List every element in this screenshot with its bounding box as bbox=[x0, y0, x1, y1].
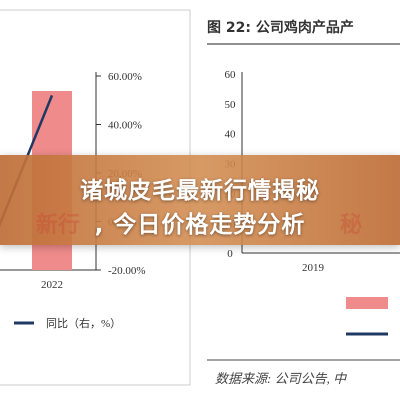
y-axis-tick-label: 40 bbox=[225, 129, 237, 141]
banner-ghost-text-left: 新行 bbox=[36, 213, 81, 238]
headline-line-1: 诸城皮毛最新行情揭秘 bbox=[80, 178, 320, 204]
y-axis-tick-label: 50 bbox=[225, 99, 237, 111]
banner-ghost-text-right: 秘 bbox=[340, 213, 363, 238]
headline-line-2: , 今日价格走势分析 bbox=[94, 212, 306, 238]
source-note: 数据来源: 公司公告, 中 bbox=[215, 371, 347, 386]
right-axis-tick-label: 60.00% bbox=[108, 71, 142, 83]
headline-banner: 新行 秘 诸城皮毛最新行情揭秘 , 今日价格走势分析 bbox=[0, 155, 400, 245]
legend-swatch-bar bbox=[346, 297, 388, 309]
right-axis-tick-label: 40.00% bbox=[108, 120, 142, 132]
y-axis-tick-label: 0 bbox=[227, 248, 233, 260]
legend-label-growth: 同比（右，%） bbox=[46, 316, 121, 330]
x-tick-label-2019: 2019 bbox=[302, 262, 325, 274]
right-axis-tick-label: -20.00% bbox=[108, 265, 146, 277]
x-tick-label-2022: 2022 bbox=[41, 279, 63, 291]
y-axis-tick-label: 60 bbox=[225, 69, 237, 81]
figure-title: 图 22: 公司鸡肉产品产 bbox=[207, 19, 354, 36]
